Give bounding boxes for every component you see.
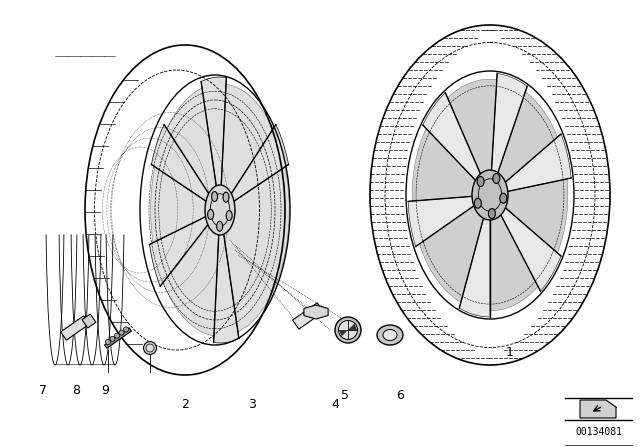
Text: 3: 3 [248,397,256,410]
Ellipse shape [205,185,235,235]
Polygon shape [580,400,616,418]
Text: 5: 5 [341,388,349,401]
Polygon shape [339,330,348,336]
Polygon shape [223,167,289,332]
Text: 00134081: 00134081 [575,427,622,437]
Text: 4: 4 [331,397,339,410]
Polygon shape [163,221,219,336]
Ellipse shape [106,340,111,345]
Polygon shape [214,227,239,343]
Text: 2: 2 [181,397,189,410]
Ellipse shape [474,198,481,208]
Polygon shape [412,129,479,201]
Ellipse shape [383,329,397,340]
Polygon shape [104,328,131,348]
Ellipse shape [493,173,500,183]
Polygon shape [82,314,96,328]
Polygon shape [490,209,538,311]
Ellipse shape [212,192,218,202]
Ellipse shape [207,210,214,220]
Polygon shape [501,179,568,253]
Ellipse shape [500,193,507,203]
Polygon shape [423,93,484,186]
Ellipse shape [124,327,129,332]
Polygon shape [221,84,273,197]
Text: 6: 6 [396,388,404,401]
Polygon shape [228,125,289,204]
Polygon shape [152,125,212,204]
Polygon shape [499,134,572,193]
Polygon shape [496,92,557,186]
Polygon shape [292,303,323,329]
Ellipse shape [146,344,154,352]
Polygon shape [150,167,209,243]
Polygon shape [304,305,328,319]
Ellipse shape [335,317,361,343]
Text: 9: 9 [101,383,109,396]
Ellipse shape [223,192,229,202]
Ellipse shape [217,221,223,231]
Text: 8: 8 [72,383,80,396]
Ellipse shape [477,177,484,186]
Ellipse shape [143,341,157,354]
Ellipse shape [339,320,358,340]
Ellipse shape [115,333,120,338]
Polygon shape [408,196,480,246]
Polygon shape [150,215,211,286]
Polygon shape [61,316,90,340]
Ellipse shape [110,336,115,341]
Polygon shape [460,209,490,317]
Ellipse shape [472,170,508,220]
Polygon shape [348,323,357,330]
Text: 7: 7 [39,383,47,396]
Ellipse shape [226,211,232,220]
Polygon shape [491,73,527,181]
Polygon shape [201,77,227,193]
Polygon shape [497,202,561,291]
Polygon shape [447,79,497,181]
Ellipse shape [377,325,403,345]
Ellipse shape [119,330,124,335]
Ellipse shape [488,209,495,219]
Polygon shape [419,202,485,302]
Text: 1: 1 [506,345,514,358]
Polygon shape [167,88,217,197]
